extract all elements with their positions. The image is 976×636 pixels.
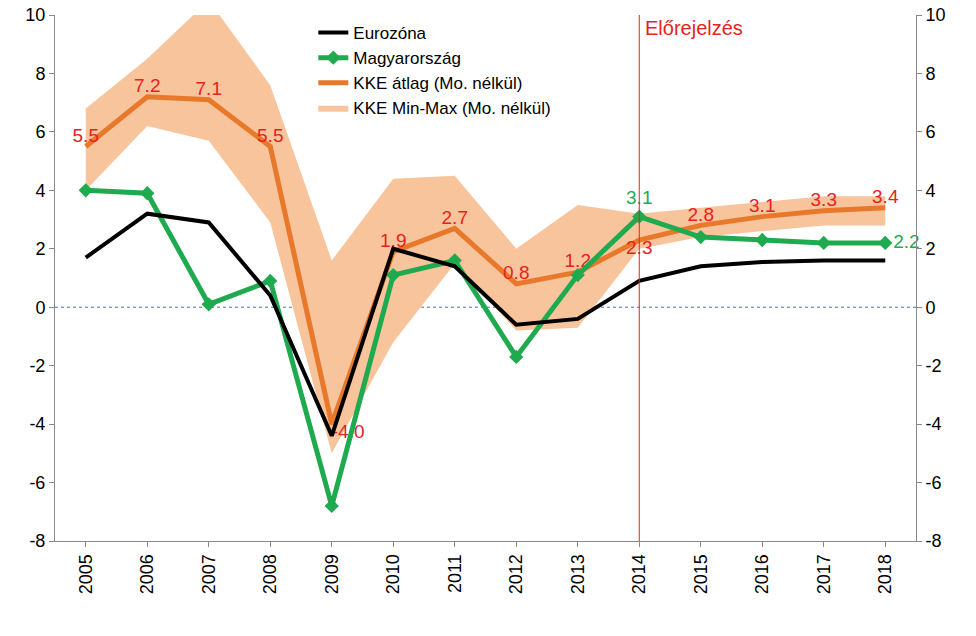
svg-text:2016: 2016 — [752, 554, 772, 594]
svg-text:2006: 2006 — [137, 554, 157, 594]
svg-text:-4.0: -4.0 — [332, 421, 365, 442]
svg-text:5.5: 5.5 — [257, 125, 283, 146]
svg-text:10: 10 — [926, 5, 946, 25]
svg-text:Előrejelzés: Előrejelzés — [645, 17, 743, 39]
svg-text:KKE Min-Max (Mo. nélkül): KKE Min-Max (Mo. nélkül) — [353, 99, 550, 118]
svg-text:0: 0 — [926, 298, 936, 318]
svg-text:2011: 2011 — [445, 554, 465, 593]
svg-text:2018: 2018 — [875, 554, 895, 594]
svg-text:-4: -4 — [29, 414, 45, 434]
svg-text:2.8: 2.8 — [688, 204, 714, 225]
svg-text:2: 2 — [35, 239, 45, 259]
svg-text:2009: 2009 — [322, 554, 342, 594]
svg-text:2008: 2008 — [260, 554, 280, 594]
svg-text:1.2: 1.2 — [565, 250, 591, 271]
svg-text:-8: -8 — [29, 531, 45, 551]
svg-text:Eurozóna: Eurozóna — [353, 24, 426, 43]
svg-text:3.1: 3.1 — [626, 187, 652, 208]
svg-text:0.8: 0.8 — [503, 262, 529, 283]
svg-text:6: 6 — [35, 122, 45, 142]
svg-text:3.3: 3.3 — [811, 189, 837, 210]
svg-text:-8: -8 — [926, 531, 942, 551]
svg-text:-4: -4 — [926, 414, 942, 434]
svg-text:1.9: 1.9 — [380, 230, 406, 251]
svg-text:6: 6 — [926, 122, 936, 142]
svg-text:2.7: 2.7 — [442, 207, 468, 228]
svg-text:3.1: 3.1 — [749, 195, 775, 216]
svg-text:2: 2 — [926, 239, 936, 259]
svg-text:-6: -6 — [29, 473, 45, 493]
svg-text:2.2: 2.2 — [893, 231, 919, 252]
svg-text:-2: -2 — [926, 356, 942, 376]
svg-text:2007: 2007 — [199, 554, 219, 594]
svg-text:3.4: 3.4 — [872, 186, 899, 207]
svg-text:-2: -2 — [29, 356, 45, 376]
svg-text:8: 8 — [35, 64, 45, 84]
svg-text:2014: 2014 — [629, 554, 649, 594]
svg-text:7.1: 7.1 — [196, 78, 222, 99]
svg-text:0: 0 — [35, 298, 45, 318]
svg-text:2.3: 2.3 — [626, 237, 652, 258]
svg-text:-6: -6 — [926, 473, 942, 493]
svg-text:7.2: 7.2 — [134, 75, 160, 96]
svg-text:10: 10 — [25, 5, 45, 25]
svg-text:2012: 2012 — [506, 554, 526, 594]
svg-text:8: 8 — [926, 64, 936, 84]
svg-text:KKE átlag (Mo. nélkül): KKE átlag (Mo. nélkül) — [353, 74, 522, 93]
svg-text:4: 4 — [926, 181, 936, 201]
svg-text:2017: 2017 — [814, 554, 834, 594]
svg-text:2010: 2010 — [383, 554, 403, 594]
svg-text:5.5: 5.5 — [73, 125, 99, 146]
svg-text:2005: 2005 — [76, 554, 96, 594]
svg-text:Magyarország: Magyarország — [353, 49, 461, 68]
svg-text:2013: 2013 — [568, 554, 588, 594]
svg-text:4: 4 — [35, 181, 45, 201]
svg-text:2015: 2015 — [691, 554, 711, 594]
